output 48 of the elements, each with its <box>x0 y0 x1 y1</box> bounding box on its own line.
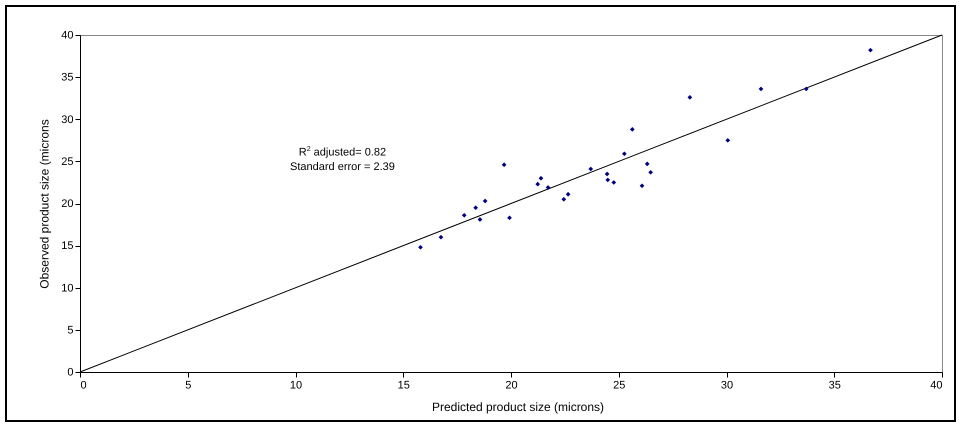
y-tick-label: 0 <box>67 366 74 378</box>
x-tick-label: 20 <box>505 380 518 392</box>
point <box>502 162 506 168</box>
point <box>611 180 616 185</box>
point <box>630 127 635 132</box>
y-tick-label: 40 <box>61 30 74 42</box>
x-tick-label: 0 <box>80 380 87 392</box>
point <box>462 212 467 218</box>
x-tick-label: 30 <box>720 380 734 392</box>
point <box>868 48 873 53</box>
x-tick-label: 35 <box>828 380 841 392</box>
point <box>604 172 610 176</box>
y-tick-label: 30 <box>61 114 74 126</box>
point <box>644 162 650 166</box>
point <box>622 151 627 156</box>
y-axis-title: Observed product size (microns <box>37 119 52 289</box>
point <box>758 86 764 92</box>
point <box>640 183 644 188</box>
point <box>688 95 692 100</box>
y-tick-label: 5 <box>67 324 74 336</box>
point <box>482 198 488 204</box>
point <box>804 86 809 92</box>
point <box>535 182 540 186</box>
x-tick-label: 40 <box>930 380 942 392</box>
x-axis-title: Predicted product size (microns) <box>430 400 606 414</box>
point <box>725 138 730 143</box>
point <box>418 244 423 250</box>
point <box>605 178 610 182</box>
point <box>507 215 512 220</box>
y-tick-label: 20 <box>61 198 74 210</box>
x-tick-label: 15 <box>398 380 410 392</box>
point <box>473 205 478 210</box>
x-tick-label: 10 <box>290 380 302 392</box>
x-tick-label: 5 <box>185 380 192 392</box>
point <box>561 196 566 202</box>
point <box>648 170 653 175</box>
point <box>566 192 570 197</box>
point <box>538 176 544 181</box>
point <box>588 166 594 172</box>
y-tick-label: 35 <box>61 72 74 84</box>
y-tick-label: 25 <box>61 156 74 168</box>
y-tick-label: 15 <box>61 240 74 252</box>
x-tick-label: 25 <box>613 380 626 392</box>
point <box>546 185 550 190</box>
point <box>438 234 444 240</box>
fit-statistics-note: R$^{2}$ adjusted= 0.82 Standard error = 2.39 <box>290 145 395 174</box>
y-tick-label: 10 <box>61 282 74 294</box>
point <box>478 217 482 222</box>
